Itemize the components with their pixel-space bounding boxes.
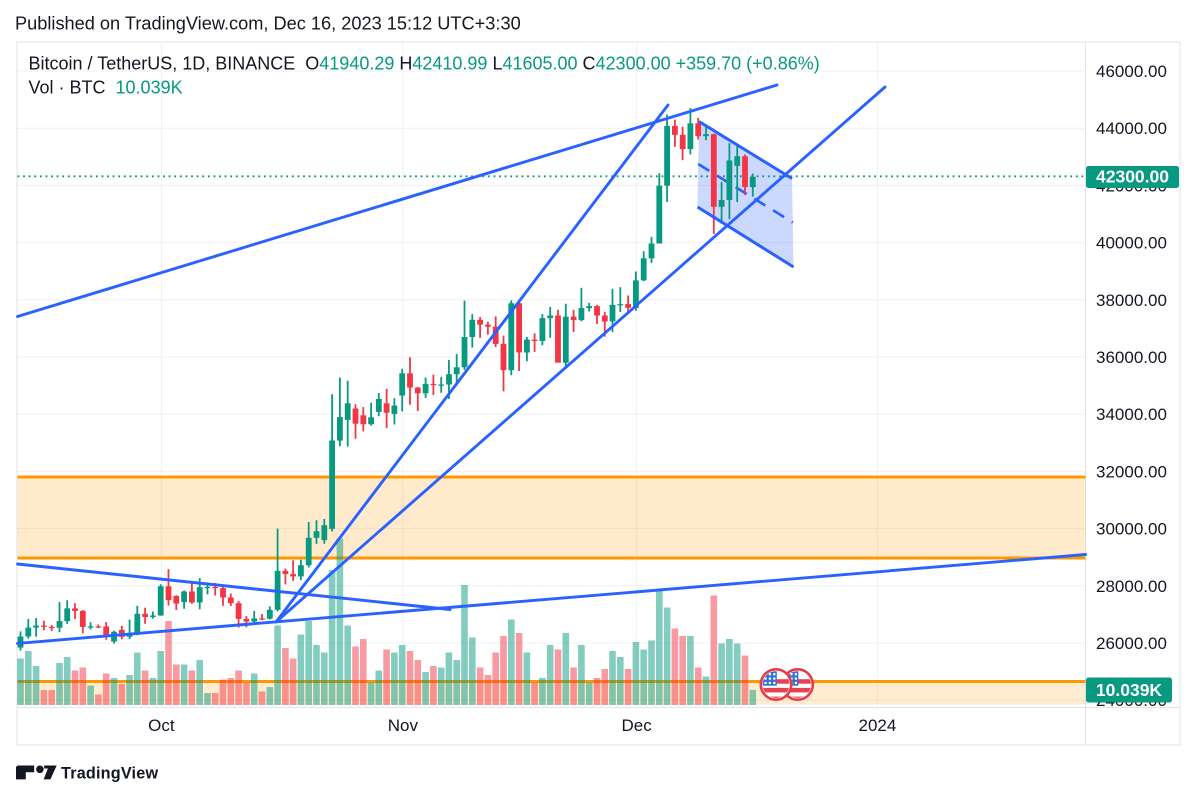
svg-text:Bitcoin / TetherUS, 1D, BINANC: Bitcoin / TetherUS, 1D, BINANCE O41940.2… <box>29 54 820 74</box>
svg-text:30000.00: 30000.00 <box>1096 520 1167 539</box>
svg-text:36000.00: 36000.00 <box>1096 348 1167 367</box>
svg-text:28000.00: 28000.00 <box>1096 577 1167 596</box>
svg-text:TradingView: TradingView <box>61 764 158 782</box>
svg-text:Nov: Nov <box>388 716 419 735</box>
svg-text:38000.00: 38000.00 <box>1096 291 1167 310</box>
svg-text:26000.00: 26000.00 <box>1096 634 1167 653</box>
svg-text:Vol · BTC 10.039K: Vol · BTC 10.039K <box>29 78 183 98</box>
svg-text:42300.00: 42300.00 <box>1096 167 1169 187</box>
svg-text:2024: 2024 <box>858 716 896 735</box>
svg-text:32000.00: 32000.00 <box>1096 462 1167 481</box>
svg-text:44000.00: 44000.00 <box>1096 119 1167 138</box>
svg-text:Oct: Oct <box>148 716 175 735</box>
svg-text:Dec: Dec <box>621 716 652 735</box>
svg-text:Published on TradingView.com,: Published on TradingView.com, Dec 16, 20… <box>15 14 521 34</box>
svg-text:34000.00: 34000.00 <box>1096 405 1167 424</box>
svg-text:46000.00: 46000.00 <box>1096 62 1167 81</box>
svg-text:40000.00: 40000.00 <box>1096 234 1167 253</box>
svg-text:10.039K: 10.039K <box>1096 680 1163 700</box>
